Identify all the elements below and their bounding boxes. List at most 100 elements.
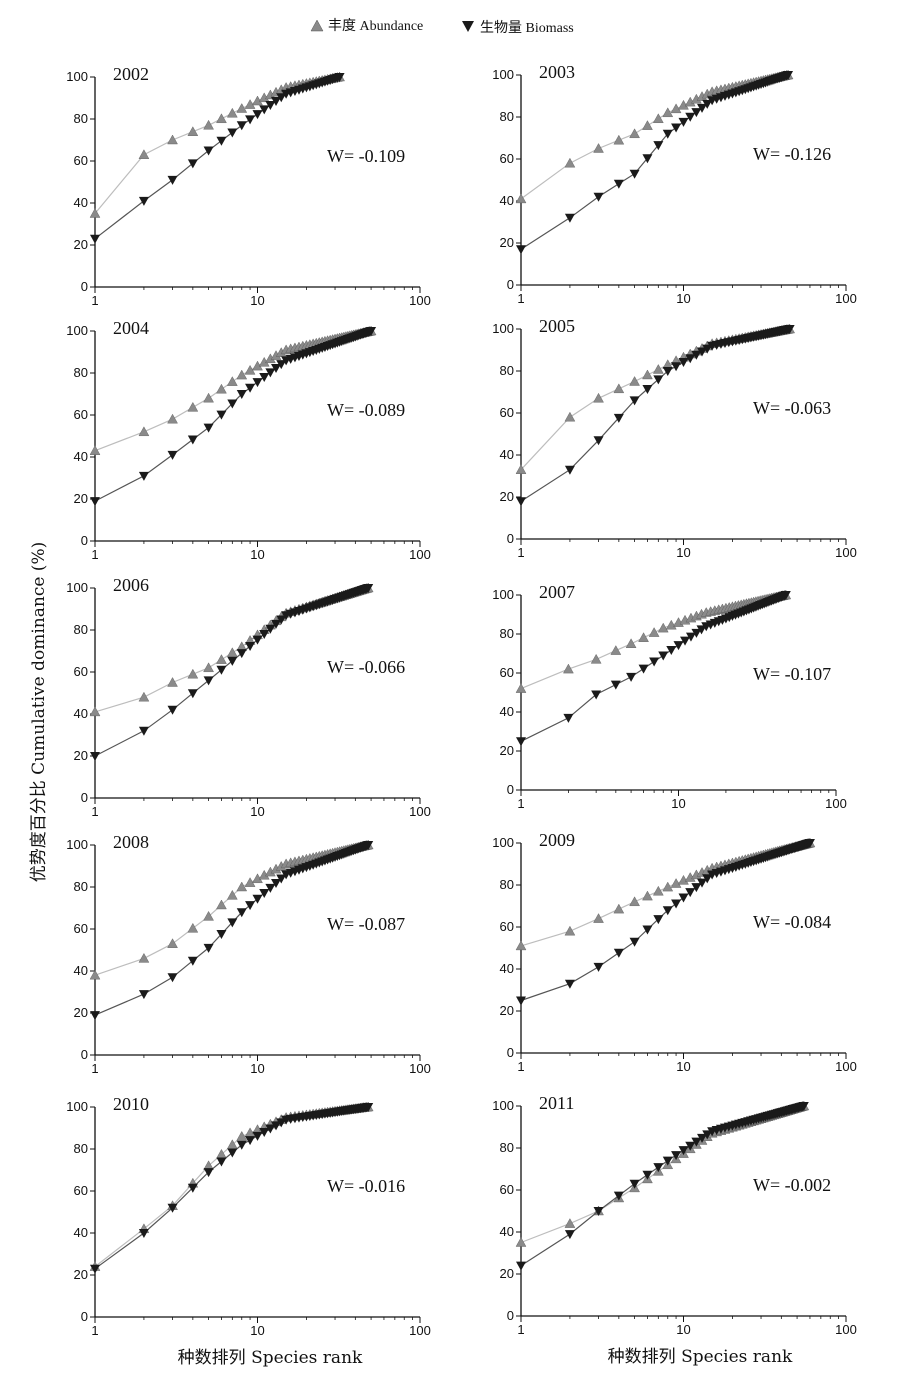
abundance-marker: [652, 364, 664, 374]
panel-year-label: 2006: [113, 575, 149, 595]
abundance-marker: [89, 445, 101, 455]
biomass-marker: [265, 624, 276, 634]
y-tick-label: 40: [500, 193, 514, 208]
x-tick-label: 10: [676, 291, 690, 306]
panel-2007: 0 20 40 60 80 100 1 10 100 2007 W= -0.107: [492, 582, 847, 811]
biomass-marker: [593, 192, 604, 202]
biomass-marker: [265, 100, 276, 110]
biomass-marker: [649, 657, 660, 667]
abundance-marker: [167, 413, 178, 424]
abundance-marker: [515, 193, 527, 204]
panel-2008: 0 20 40 60 80 100 1 10 100 2008 W= -0.087: [66, 832, 431, 1076]
abundance-marker: [236, 1130, 248, 1141]
abundance-marker: [226, 107, 238, 118]
panel-year-label: 2010: [113, 1094, 149, 1114]
biomass-marker: [691, 883, 702, 893]
y-tick-label: 0: [81, 533, 88, 548]
panel-year-label: 2007: [539, 582, 575, 602]
y-tick-label: 20: [74, 1005, 88, 1020]
y-tick-label: 80: [74, 111, 88, 126]
biomass-marker: [696, 625, 707, 635]
x-tick-label: 10: [676, 545, 690, 560]
biomass-marker: [653, 1163, 664, 1173]
x-tick-label: 1: [91, 1061, 98, 1076]
biomass-marker: [678, 1146, 689, 1156]
biomass-marker: [784, 325, 795, 334]
x-tick-label: 100: [409, 547, 431, 562]
abundance-marker: [216, 654, 227, 664]
y-tick-label: 0: [507, 1308, 514, 1323]
biomass-marker: [642, 384, 653, 394]
y-tick-label: 80: [500, 363, 514, 378]
biomass-marker: [259, 105, 270, 115]
biomass-marker: [216, 1157, 227, 1167]
biomass-marker: [138, 471, 149, 481]
biomass-marker: [366, 327, 377, 336]
panel-2011: 0 20 40 60 80 100 1 10 100 2011 W= -0.002: [492, 1093, 857, 1337]
biomass-marker: [697, 347, 708, 357]
abundance-marker: [613, 903, 625, 914]
abundance-marker: [138, 952, 150, 963]
w-statistic-label: W= -0.126: [753, 144, 831, 164]
abundance-marker: [203, 119, 214, 130]
biomass-marker: [642, 925, 653, 935]
panel-year-label: 2005: [539, 316, 575, 336]
legend-abundance-marker: [310, 19, 324, 32]
y-tick-label: 100: [66, 1099, 88, 1114]
abundance-marker: [564, 411, 576, 422]
biomass-marker: [203, 676, 214, 686]
w-statistic-label: W= -0.002: [753, 1175, 831, 1195]
biomass-marker: [259, 372, 270, 382]
y-tick-label: 60: [500, 665, 514, 680]
biomass-marker: [642, 1170, 653, 1180]
biomass-marker: [167, 705, 178, 715]
x-tick-label: 100: [409, 804, 431, 819]
biomass-marker: [236, 649, 247, 659]
biomass-marker: [593, 436, 604, 446]
w-statistic-label: W= -0.087: [327, 914, 405, 934]
abundance-marker: [236, 369, 248, 380]
abundance-curve: [520, 74, 789, 200]
panel-year-label: 2003: [539, 62, 575, 82]
w-statistic-label: W= -0.089: [327, 400, 405, 420]
y-tick-label: 80: [74, 365, 88, 380]
biomass-marker: [671, 362, 682, 372]
x-tick-label: 1: [517, 291, 524, 306]
abundance-marker: [629, 128, 640, 138]
biomass-marker: [187, 435, 198, 445]
abundance-marker: [226, 889, 238, 900]
y-tick-label: 80: [500, 1140, 514, 1155]
biomass-marker: [613, 948, 624, 958]
y-tick-label: 60: [500, 405, 514, 420]
biomass-marker: [187, 159, 198, 169]
biomass-marker: [276, 360, 287, 370]
y-tick-label: 20: [500, 1003, 514, 1018]
abundance-marker: [138, 426, 150, 436]
y-tick-label: 20: [500, 489, 514, 504]
biomass-marker: [653, 915, 664, 925]
biomass-marker: [276, 93, 287, 103]
biomass-marker: [90, 1264, 100, 1274]
y-tick-label: 40: [74, 706, 88, 721]
biomass-marker: [167, 175, 178, 185]
biomass-marker: [187, 1183, 198, 1193]
biomass-marker: [516, 996, 526, 1006]
biomass-marker: [138, 196, 149, 206]
biomass-marker: [227, 128, 238, 138]
abundance-marker: [187, 126, 199, 136]
biomass-marker: [363, 584, 374, 593]
y-tick-label: 0: [507, 531, 514, 546]
x-tick-label: 1: [91, 804, 98, 819]
biomass-marker: [90, 752, 100, 761]
biomass-marker: [236, 121, 247, 131]
abundance-marker: [629, 376, 640, 386]
biomass-marker: [252, 635, 263, 645]
biomass-marker: [265, 368, 276, 378]
abundance-marker: [564, 157, 576, 168]
panel-2010: 0 20 40 60 80 100 1 10 100 2010 W= -0.016: [66, 1094, 431, 1338]
abundance-marker: [203, 662, 214, 672]
biomass-marker: [271, 364, 282, 374]
biomass-marker: [591, 690, 602, 700]
abundance-marker: [89, 208, 101, 218]
